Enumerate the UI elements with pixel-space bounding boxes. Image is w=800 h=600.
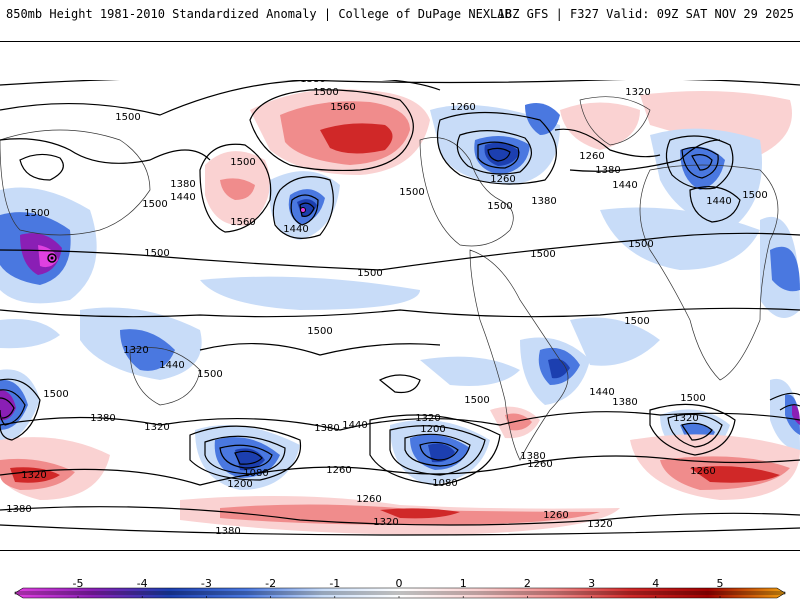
header: 850mb Height 1981-2010 Standardized Anom… [0, 0, 800, 30]
anomaly-map: 1320 1380 1500 1560 1260 1320 1260 1380 … [0, 80, 800, 550]
contour-label: 1320 [123, 345, 148, 356]
colorbar-tick-label: 2 [523, 577, 531, 590]
contour-label: 1080 [243, 468, 268, 479]
contour-label: 1320 [144, 422, 169, 433]
contour-label: 1260 [450, 102, 475, 113]
colorbar-tick-label: 4 [652, 577, 660, 590]
contour-label: 1320 [415, 413, 440, 424]
contour-label: 1380 [531, 196, 556, 207]
contour-label: 1380 [520, 451, 545, 462]
contour-label: 1080 [432, 478, 457, 489]
contour-label: 1320 [587, 519, 612, 530]
contour-label: 1500 [115, 112, 140, 123]
contour-label: 1260 [490, 174, 515, 185]
storm-center-marker [50, 256, 54, 260]
contour-label: 1440 [612, 180, 637, 191]
contour-label: 1440 [589, 387, 614, 398]
storm-center-marker [300, 207, 306, 213]
colorbar-tick-label: 0 [395, 577, 403, 590]
contour-label: 1500 [197, 369, 222, 380]
contour-label: 1200 [227, 479, 252, 490]
contour-label: 1320 [673, 413, 698, 424]
contour-label: 1500 [144, 248, 169, 259]
model-run-info: 18Z GFS | F327 Valid: 09Z SAT NOV 29 202… [497, 7, 794, 21]
anomaly-shading [0, 89, 800, 535]
contour-label: 1260 [356, 494, 381, 505]
colorbar [14, 587, 786, 599]
contour-label: 1440 [342, 420, 367, 431]
coastlines [0, 96, 779, 461]
contour-label: 1380 [595, 165, 620, 176]
contour-label: 1500 [464, 395, 489, 406]
colorbar-tick-label: -2 [265, 577, 277, 590]
contour-label: 1500 [742, 190, 767, 201]
contour-label: 1380 [215, 526, 240, 537]
colorbar-tick-label: -5 [72, 577, 84, 590]
contour-label: 1320 [21, 470, 46, 481]
contour-label: 1500 [399, 187, 424, 198]
storm-center-marker [47, 253, 57, 263]
map-bottom-divider [0, 550, 800, 551]
contour-label: 1500 [307, 326, 332, 337]
contour-label: 1440 [283, 224, 308, 235]
colorbar-tick-label: -4 [136, 577, 148, 590]
contour-label: 1260 [690, 466, 715, 477]
contour-label: 1560 [330, 102, 355, 113]
contour-label: 1500 [142, 199, 167, 210]
map-title: 850mb Height 1981-2010 Standardized Anom… [6, 7, 512, 21]
contour-label: 1380 [612, 397, 637, 408]
contour-label: 1380 [90, 413, 115, 424]
contour-label: 1320 [625, 87, 650, 98]
contour-labels: 1320 1380 1500 1560 1260 1320 1260 1380 … [6, 80, 767, 537]
contour-label: 1200 [420, 424, 445, 435]
contour-label: 1500 [628, 239, 653, 250]
storm-center-markers [47, 207, 306, 263]
contour-label: 1500 [230, 157, 255, 168]
colorbar-tick-label: 5 [716, 577, 724, 590]
contour-label: 1500 [24, 208, 49, 219]
contour-label: 1500 [487, 201, 512, 212]
contour-label: 1380 [170, 179, 195, 190]
header-divider [0, 41, 800, 42]
contour-label: 1500 [313, 87, 338, 98]
contour-label: 1500 [357, 268, 382, 279]
contour-label: 1260 [527, 459, 552, 470]
contour-label: 1500 [680, 393, 705, 404]
contour-label: 1500 [624, 316, 649, 327]
contour-label: 1380 [300, 80, 325, 85]
colorbar-tick-label: -3 [200, 577, 212, 590]
contour-label: 1260 [543, 510, 568, 521]
colorbar-tick-label: 1 [459, 577, 467, 590]
contour-label: 1380 [6, 504, 31, 515]
colorbar-tick-label: -1 [329, 577, 341, 590]
contour-label: 1380 [314, 423, 339, 434]
colorbar-outline [14, 591, 786, 595]
contour-label: 1560 [230, 217, 255, 228]
colorbar-tick-label: 3 [588, 577, 596, 590]
contour-label: 1440 [170, 192, 195, 203]
height-contours [0, 80, 800, 536]
contour-label: 1440 [159, 360, 184, 371]
contour-label: 1260 [579, 151, 604, 162]
contour-label: 1260 [326, 465, 351, 476]
contour-label: 1440 [706, 196, 731, 207]
contour-label: 1500 [43, 389, 68, 400]
contour-label: 1320 [373, 517, 398, 528]
contour-label: 1500 [530, 249, 555, 260]
